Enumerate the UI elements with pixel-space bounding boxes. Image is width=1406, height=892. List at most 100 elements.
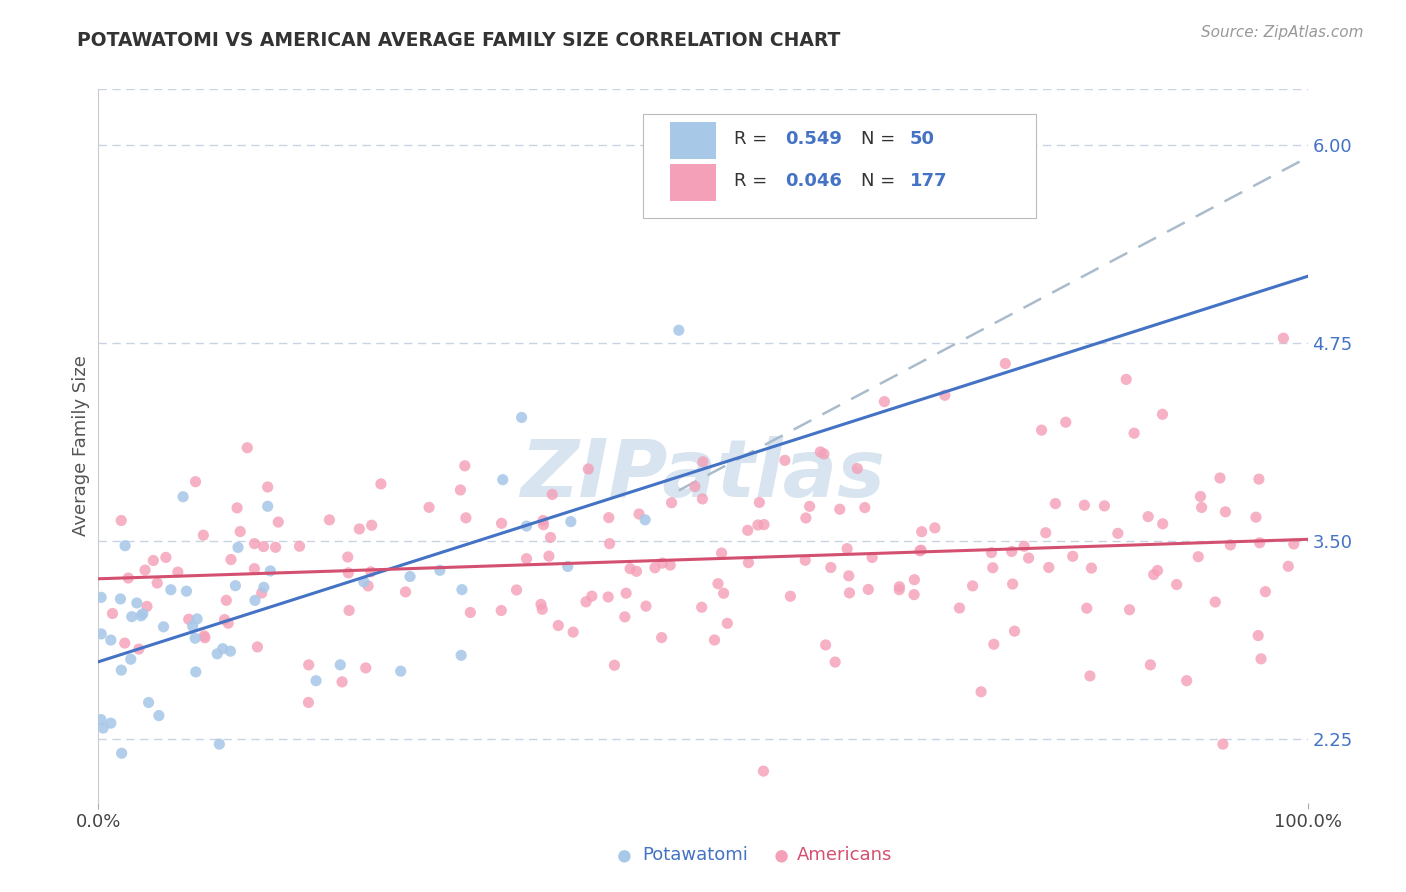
Point (510, 410, 533, 425)
Point (858, 582, 880, 597)
Point (259, 564, 281, 578)
Point (1118, 603, 1140, 617)
Point (828, 502, 851, 516)
Point (911, 524, 934, 539)
Point (707, 576, 730, 591)
Point (1004, 624, 1026, 639)
Point (1250, 652, 1272, 666)
Point (146, 576, 169, 591)
Point (194, 631, 217, 645)
Text: R =: R = (734, 130, 773, 148)
Text: 177: 177 (910, 172, 948, 190)
Point (910, 543, 932, 558)
Point (252, 540, 274, 554)
Point (91, 721, 114, 735)
Point (1137, 509, 1160, 524)
Point (111, 746, 134, 760)
Point (90, 627, 112, 641)
Point (121, 609, 143, 624)
Point (211, 641, 233, 656)
Point (794, 511, 817, 525)
Point (224, 579, 246, 593)
Point (692, 455, 714, 469)
Point (454, 511, 477, 525)
Point (598, 590, 620, 604)
Point (236, 441, 259, 455)
Point (626, 564, 648, 578)
Point (547, 618, 569, 632)
Point (557, 559, 579, 574)
Y-axis label: Average Family Size: Average Family Size (72, 356, 90, 536)
Point (710, 546, 733, 560)
Point (101, 607, 124, 621)
Point (330, 674, 353, 689)
Point (186, 612, 208, 626)
Point (1189, 490, 1212, 504)
Point (1209, 471, 1232, 485)
Point (418, 500, 440, 515)
Point (114, 539, 136, 553)
Point (114, 636, 136, 650)
Point (353, 574, 375, 589)
Point (142, 553, 165, 567)
Point (820, 560, 842, 574)
Point (838, 569, 860, 583)
Point (110, 663, 132, 677)
Point (176, 584, 198, 599)
Point (100, 716, 122, 731)
Point (908, 544, 931, 558)
Point (394, 585, 416, 599)
Point (1001, 577, 1024, 591)
Point (1076, 601, 1098, 615)
Point (1249, 535, 1271, 549)
Point (692, 491, 714, 506)
Point (215, 593, 238, 607)
Point (575, 595, 598, 609)
Point (1139, 657, 1161, 672)
Point (360, 518, 382, 533)
Point (429, 563, 451, 577)
Point (208, 737, 231, 751)
Point (305, 673, 328, 688)
Point (217, 616, 239, 631)
Point (873, 394, 896, 409)
Point (1212, 737, 1234, 751)
Point (752, 517, 775, 532)
Point (516, 551, 538, 566)
Point (934, 388, 956, 402)
Point (846, 461, 869, 475)
Point (903, 573, 925, 587)
Point (983, 637, 1005, 651)
Point (737, 524, 759, 538)
Point (90, 591, 112, 605)
Point (980, 546, 1002, 560)
Point (318, 513, 340, 527)
Point (779, 589, 801, 603)
Point (90, 713, 112, 727)
Point (747, 518, 769, 533)
Text: POTAWATOMI VS AMERICAN AVERAGE FAMILY SIZE CORRELATION CHART: POTAWATOMI VS AMERICAN AVERAGE FAMILY SI… (77, 31, 841, 50)
Point (155, 550, 177, 565)
FancyBboxPatch shape (643, 114, 1035, 218)
Point (614, 586, 637, 600)
Point (994, 357, 1017, 371)
Point (813, 447, 835, 461)
Point (491, 516, 513, 531)
Text: N =: N = (862, 130, 901, 148)
Point (298, 657, 321, 672)
Text: 50: 50 (910, 130, 935, 148)
Point (1282, 537, 1305, 551)
FancyBboxPatch shape (671, 164, 716, 202)
Point (193, 528, 215, 542)
Point (748, 495, 770, 509)
Point (454, 458, 477, 473)
Point (357, 579, 380, 593)
Point (256, 500, 278, 514)
Point (1191, 500, 1213, 515)
Point (540, 531, 562, 545)
Point (752, 764, 775, 778)
Point (152, 620, 174, 634)
Point (889, 582, 911, 597)
Point (773, 453, 796, 467)
Point (814, 638, 837, 652)
